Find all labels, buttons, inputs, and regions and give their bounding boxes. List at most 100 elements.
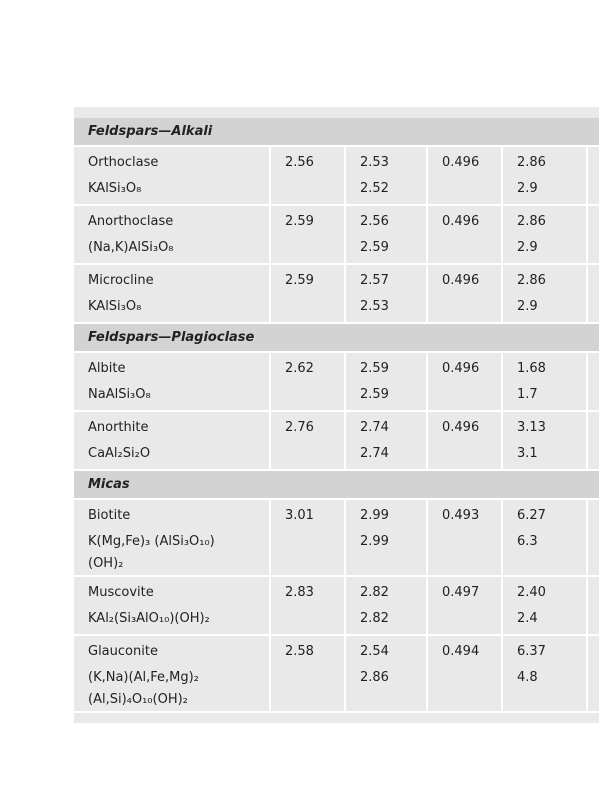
value-cell: 2.86 2.9 — [501, 205, 588, 265]
empty-cell — [585, 352, 599, 412]
section-row: Feldspars—Plagioclase — [74, 323, 599, 353]
value: 2.86 — [517, 273, 546, 288]
section-row: Feldspars—Alkali — [74, 118, 599, 147]
value: 1.7 — [517, 387, 538, 402]
value: 2.86 — [517, 155, 546, 170]
value-cell: 2.54 2.86 — [344, 635, 428, 713]
value-cell: 2.59 — [269, 205, 346, 265]
value: 6.37 — [517, 644, 546, 659]
value-cell: 0.494 — [426, 635, 503, 713]
value: 0.496 — [442, 273, 480, 288]
mineral-row: Albite NaAlSi₃O₈ 2.62 2.59 2.59 0.496 1.68 1.7 — [74, 352, 599, 412]
empty-cell — [585, 635, 599, 713]
mineral-formula: NaAlSi₃O₈ — [88, 387, 151, 402]
value-cell: 2.56 — [269, 146, 346, 206]
mineral-cell: Orthoclase KAlSi₃O₈ — [74, 146, 271, 206]
mineral-name: Microcline — [88, 273, 154, 288]
value: 2.59 — [360, 387, 389, 402]
mineral-cell: Microcline KAlSi₃O₈ — [74, 264, 271, 324]
mineral-formula: CaAl₂Si₂O — [88, 446, 151, 461]
mineral-cell: Anorthite CaAl₂Si₂O — [74, 411, 271, 471]
mineral-cell: Albite NaAlSi₃O₈ — [74, 352, 271, 412]
mineral-row: Glauconite (K,Na)(Al,Fe,Mg)₂ (Al,Si)₄O₁₀(O… — [74, 635, 599, 713]
empty-cell — [585, 499, 599, 577]
value: 2.82 — [360, 611, 389, 626]
value-cell: 0.493 — [426, 499, 503, 577]
value-cell: 2.74 2.74 — [344, 411, 428, 471]
value: 2.53 — [360, 155, 389, 170]
value-cell: 2.83 — [269, 576, 346, 636]
value: 2.59 — [285, 214, 314, 229]
value-cell: 0.496 — [426, 146, 503, 206]
value: 2.59 — [360, 240, 389, 255]
value: 0.493 — [442, 508, 480, 523]
value: 2.76 — [285, 420, 314, 435]
value: 2.74 — [360, 446, 389, 461]
mineral-row: Orthoclase KAlSi₃O₈ 2.56 2.53 2.52 0.496 2.86 2… — [74, 146, 599, 206]
value: 2.53 — [360, 299, 389, 314]
section-title: Micas — [74, 470, 599, 500]
empty-cell — [585, 264, 599, 324]
value: 3.1 — [517, 446, 538, 461]
value: 3.13 — [517, 420, 546, 435]
value: 4.8 — [517, 670, 538, 685]
value-cell: 2.76 — [269, 411, 346, 471]
mineral-row: Anorthoclase (Na,K)AlSi₃O₈ 2.59 2.56 2.59 0.4… — [74, 205, 599, 265]
table-panel: Feldspars—Alkali Orthoclase KAlSi₃O₈ 2.56 2.… — [74, 107, 599, 723]
value: 0.496 — [442, 155, 480, 170]
value-cell: 2.59 2.59 — [344, 352, 428, 412]
value: 2.99 — [360, 508, 389, 523]
value-cell: 2.40 2.4 — [501, 576, 588, 636]
mineral-cell: Glauconite (K,Na)(Al,Fe,Mg)₂ (Al,Si)₄O₁₀(O… — [74, 635, 271, 713]
mineral-cell: Biotite K(Mg,Fe)₃ (AlSi₃O₁₀) (OH)₂ — [74, 499, 271, 577]
value: 2.56 — [285, 155, 314, 170]
mineral-row: Biotite K(Mg,Fe)₃ (AlSi₃O₁₀) (OH)₂ 3.01 2.99… — [74, 499, 599, 577]
value: 2.59 — [360, 361, 389, 376]
mineral-formula: KAl₂(Si₃AlO₁₀)(OH)₂ — [88, 611, 210, 626]
empty-cell — [585, 411, 599, 471]
value: 2.54 — [360, 644, 389, 659]
value-cell: 2.62 — [269, 352, 346, 412]
mineral-name: Albite — [88, 361, 126, 376]
section-title: Feldspars—Plagioclase — [74, 323, 599, 353]
value: 2.74 — [360, 420, 389, 435]
value: 1.68 — [517, 361, 546, 376]
value: 0.496 — [442, 214, 480, 229]
section-title: Feldspars—Alkali — [74, 118, 599, 147]
value: 2.82 — [360, 585, 389, 600]
value: 0.494 — [442, 644, 480, 659]
empty-cell — [585, 205, 599, 265]
mineral-name: Orthoclase — [88, 155, 159, 170]
value-cell: 2.82 2.82 — [344, 576, 428, 636]
mineral-row: Muscovite KAl₂(Si₃AlO₁₀)(OH)₂ 2.83 2.82 2.82… — [74, 576, 599, 636]
mineral-cell: Anorthoclase (Na,K)AlSi₃O₈ — [74, 205, 271, 265]
value: 2.86 — [360, 670, 389, 685]
value-cell: 6.37 4.8 — [501, 635, 588, 713]
value: 2.83 — [285, 585, 314, 600]
mineral-formula: (OH)₂ — [88, 556, 124, 571]
value: 2.56 — [360, 214, 389, 229]
value: 2.86 — [517, 214, 546, 229]
value: 6.27 — [517, 508, 546, 523]
mineral-table: Feldspars—Alkali Orthoclase KAlSi₃O₈ 2.56 2.… — [74, 118, 599, 713]
value: 2.62 — [285, 361, 314, 376]
empty-cell — [585, 146, 599, 206]
value-cell: 2.59 — [269, 264, 346, 324]
mineral-formula: (Al,Si)₄O₁₀(OH)₂ — [88, 692, 188, 707]
mineral-formula: (Na,K)AlSi₃O₈ — [88, 240, 174, 255]
value: 2.9 — [517, 240, 538, 255]
value: 2.9 — [517, 181, 538, 196]
value: 3.01 — [285, 508, 314, 523]
value: 0.496 — [442, 420, 480, 435]
value-cell: 2.58 — [269, 635, 346, 713]
mineral-formula: KAlSi₃O₈ — [88, 299, 142, 314]
value: 2.40 — [517, 585, 546, 600]
mineral-cell: Muscovite KAl₂(Si₃AlO₁₀)(OH)₂ — [74, 576, 271, 636]
empty-cell — [585, 576, 599, 636]
value: 2.9 — [517, 299, 538, 314]
value-cell: 2.99 2.99 — [344, 499, 428, 577]
value-cell: 0.496 — [426, 352, 503, 412]
value-cell: 2.53 2.52 — [344, 146, 428, 206]
value: 2.52 — [360, 181, 389, 196]
